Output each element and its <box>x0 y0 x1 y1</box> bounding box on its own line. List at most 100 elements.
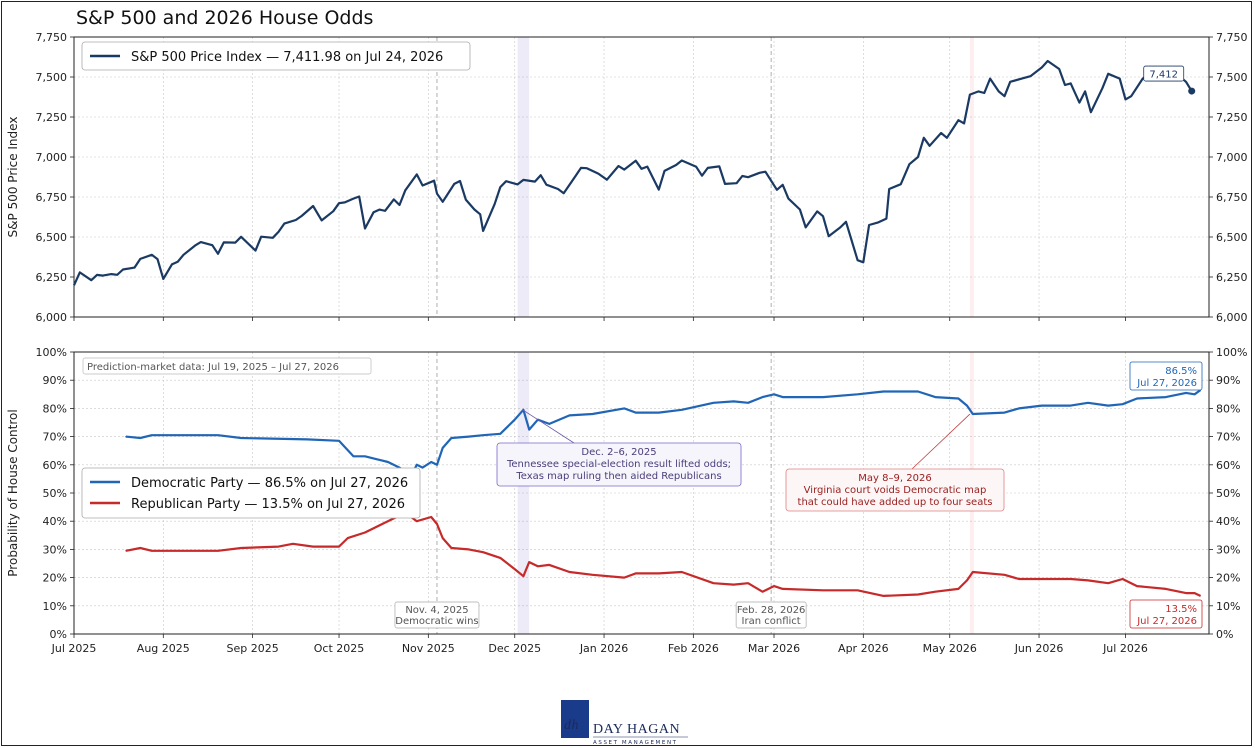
event-label-box-iran <box>735 601 807 629</box>
data-point-sp500 <box>338 202 340 204</box>
legend-label-rep: Republican Party — 13.5% on Jul 27, 2026 <box>131 497 405 512</box>
data-point-sp500 <box>747 176 749 178</box>
y-tick-label-right: 80% <box>1216 402 1240 415</box>
x-tick-label: Jun 2026 <box>1014 642 1064 655</box>
data-point-sp500 <box>597 173 599 175</box>
data-point-rep <box>482 551 484 553</box>
data-point-sp500 <box>73 284 75 286</box>
data-point-sp500 <box>522 179 524 181</box>
data-point-rep <box>712 582 715 584</box>
data-point-sp500 <box>139 258 141 260</box>
event-label-tennessee: Texas map ruling then aided Republicans <box>515 471 721 482</box>
data-point-dem <box>635 412 637 414</box>
x-tick-label: Apr 2026 <box>838 642 889 655</box>
data-point-sp500 <box>364 227 366 230</box>
data-point-rep <box>347 537 349 539</box>
data-point-dem <box>217 434 219 436</box>
data-point-rep <box>528 561 530 563</box>
data-point-rep <box>822 589 824 591</box>
data-point-sp500 <box>177 261 179 263</box>
data-point-rep <box>430 516 432 518</box>
data-point-rep <box>1185 592 1187 594</box>
event-band-tennessee <box>517 37 530 317</box>
data-point-rep <box>1199 595 1201 597</box>
data-point-dem <box>375 458 378 460</box>
data-point-rep <box>338 545 340 548</box>
data-point-rep <box>1165 588 1167 590</box>
data-point-rep <box>1041 578 1043 580</box>
data-point-sp500 <box>1064 84 1066 86</box>
y-tick-label-left: 90% <box>43 374 67 387</box>
data-point-sp500 <box>877 222 879 224</box>
odds-panel: 0% 0% 10% 10% 20% 20% 30% 30% 40% 40% 50% 50% 60% 60%… <box>6 346 1247 655</box>
data-point-sp500 <box>473 208 476 211</box>
data-point-rep <box>917 593 919 596</box>
data-point-dem <box>338 440 340 442</box>
y-tick-label-left: 7,500 <box>36 71 68 84</box>
data-point-sp500 <box>1070 82 1072 84</box>
data-point-rep <box>548 564 550 566</box>
data-point-sp500 <box>344 201 346 204</box>
data-point-dem <box>568 414 571 417</box>
y-axis-label: S&P 500 Price Index <box>6 117 20 238</box>
y-tick-label-left: 40% <box>43 515 67 528</box>
data-point-sp500 <box>1142 78 1144 80</box>
y-tick-label-left: 50% <box>43 487 67 500</box>
data-point-dem <box>436 464 438 466</box>
data-point-sp500 <box>1058 68 1060 70</box>
logo-mark-text: dh <box>564 718 579 733</box>
data-point-sp500 <box>171 263 173 265</box>
y-tick-label-right: 7,250 <box>1216 111 1248 124</box>
y-tick-label-left: 7,250 <box>36 111 68 124</box>
data-point-sp500 <box>545 184 548 186</box>
data-point-sp500 <box>300 215 303 217</box>
data-point-sp500 <box>436 193 438 195</box>
data-point-sp500 <box>372 211 375 213</box>
y-tick-label-left: 10% <box>43 600 67 613</box>
data-point-sp500 <box>540 174 542 176</box>
y-tick-label-right: 6,250 <box>1216 271 1248 284</box>
data-point-sp500 <box>776 189 778 191</box>
data-point-sp500 <box>1101 87 1104 89</box>
data-point-rep <box>1107 582 1109 584</box>
data-point-sp500 <box>617 165 620 167</box>
data-point-dem <box>1107 404 1109 407</box>
x-tick-label: Sep 2025 <box>226 642 278 655</box>
data-point-sp500 <box>358 195 360 198</box>
data-point-dem <box>430 461 432 463</box>
data-point-sp500 <box>663 170 666 172</box>
data-point-sp500 <box>946 137 948 139</box>
data-point-dem <box>528 428 530 431</box>
data-point-sp500 <box>606 179 608 181</box>
end-label-dem-value: 86.5% <box>1165 366 1197 377</box>
data-point-sp500 <box>459 180 461 182</box>
data-point-sp500 <box>499 186 501 188</box>
data-point-sp500 <box>923 137 925 139</box>
data-point-sp500 <box>635 160 637 162</box>
data-point-rep <box>782 588 784 590</box>
data-point-sp500 <box>254 250 257 252</box>
data-point-rep <box>312 545 314 548</box>
data-point-rep <box>882 595 885 597</box>
data-range-note-box <box>82 357 372 375</box>
data-point-dem <box>364 455 366 457</box>
data-point-rep <box>125 550 127 552</box>
data-point-sp500 <box>211 244 213 246</box>
data-point-sp500 <box>917 156 919 158</box>
data-point-rep <box>416 520 418 522</box>
legend-label-sp500: S&P 500 Price Index — 7,411.98 on Jul 24… <box>131 50 443 65</box>
end-marker-sp500 <box>1188 87 1196 95</box>
data-point-sp500 <box>707 167 709 169</box>
y-tick-label-left: 6,250 <box>36 271 68 284</box>
data-point-dem <box>352 455 355 457</box>
data-point-sp500 <box>623 169 625 171</box>
data-point-rep <box>381 523 383 525</box>
data-point-sp500 <box>989 78 991 80</box>
data-point-sp500 <box>240 236 242 238</box>
data-point-dem <box>1070 404 1072 407</box>
event-leader-tennessee <box>522 409 575 444</box>
data-point-sp500 <box>856 259 859 261</box>
data-point-sp500 <box>122 268 124 271</box>
data-point-sp500 <box>156 258 159 260</box>
